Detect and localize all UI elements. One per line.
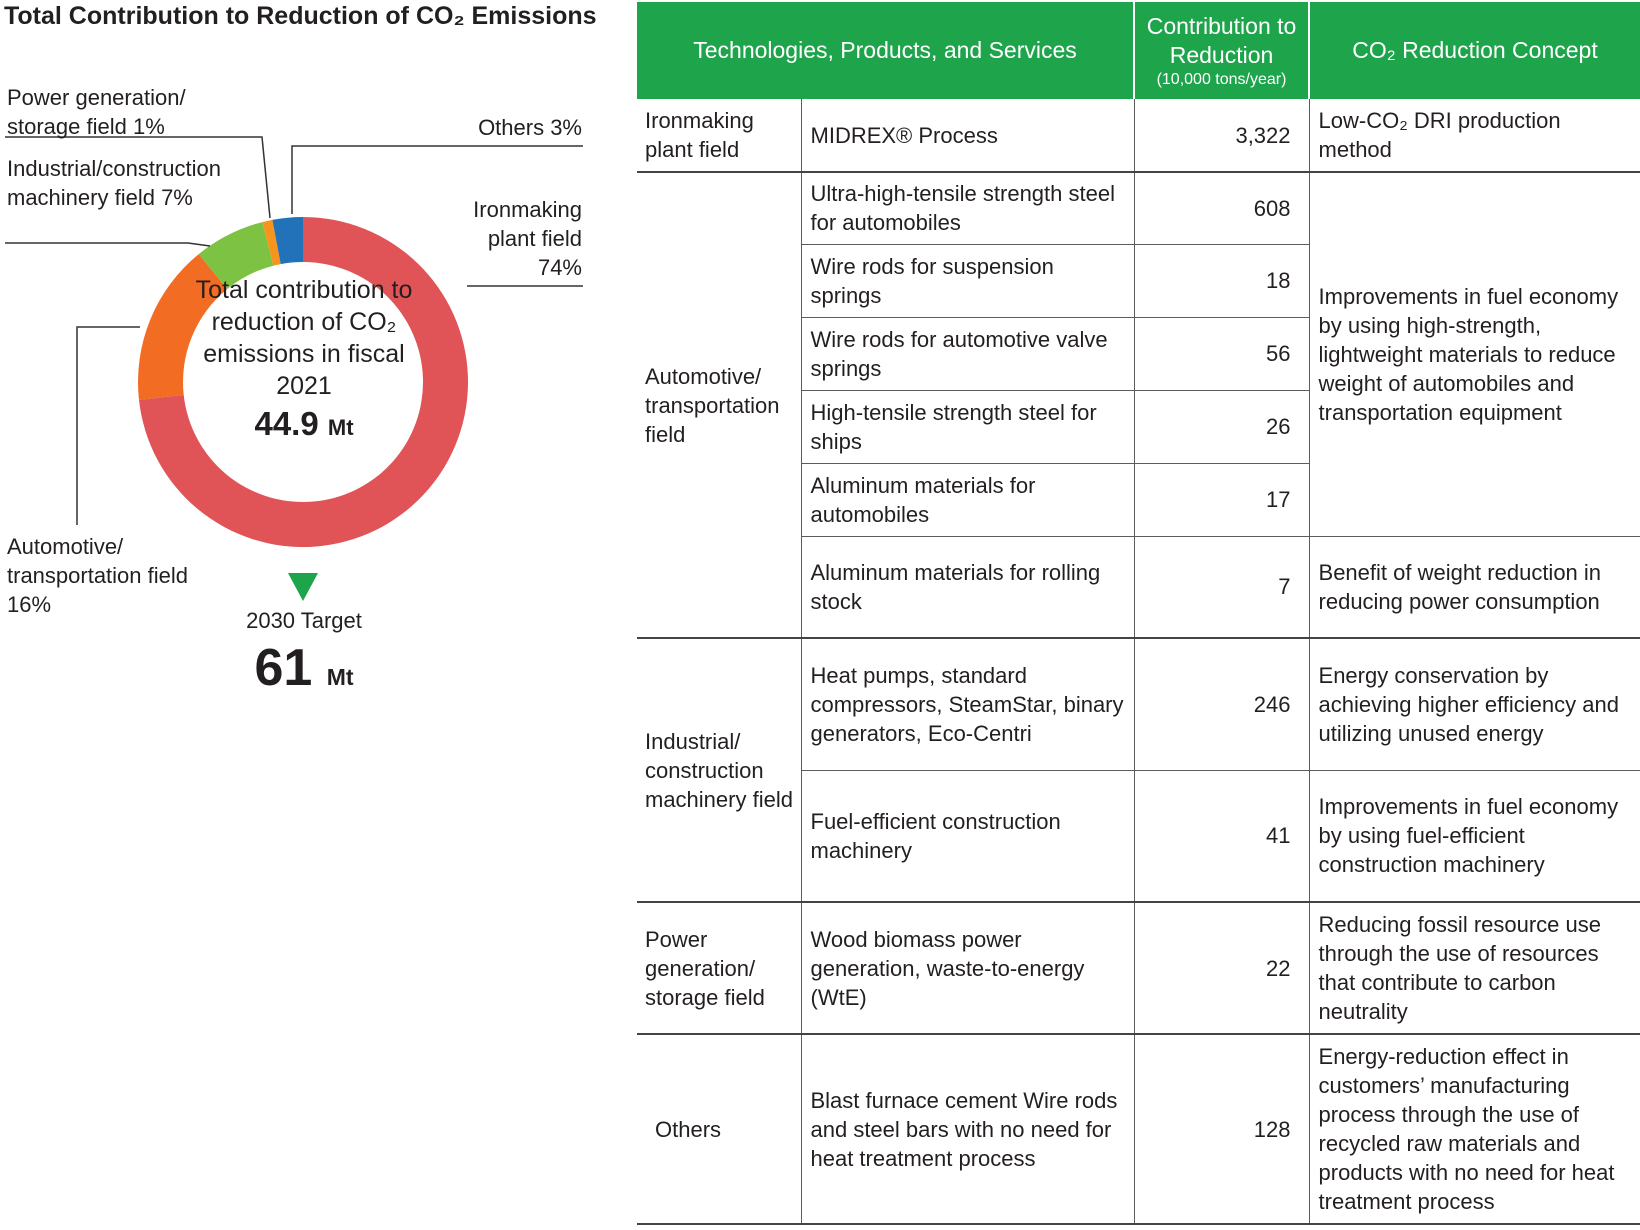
value-cell: 18 (1134, 244, 1310, 318)
value-cell: 7 (1134, 536, 1310, 639)
category-cell: Ironmaking plant field (637, 99, 801, 173)
product-cell: Fuel-efficient construction machinery (800, 770, 1135, 903)
table-row: Wire rods for suspension springs 18 (637, 244, 1640, 318)
chart-title: Total Contribution to Reduction of CO₂ E… (4, 2, 597, 30)
table-row: Ironmaking plant field MIDREX® Process 3… (637, 99, 1640, 173)
product-cell: Wire rods for automotive valve springs (800, 317, 1135, 391)
value-cell: 22 (1134, 902, 1310, 1035)
donut-slice-industrial (198, 222, 274, 290)
product-cell: Aluminum materials for rolling stock (800, 536, 1135, 639)
donut-slice-power (262, 219, 281, 266)
target-label: 2030 Target (246, 608, 362, 633)
table-row: Industrial/ construction machinery field… (637, 638, 1640, 903)
category-cell: Power generation/ storage field (637, 902, 801, 1035)
donut-chart (5, 136, 583, 601)
product-cell: Wire rods for suspension springs (800, 244, 1135, 318)
leader-line-automotive (76, 326, 140, 525)
table-row: Wire rods for automotive valve springs 5… (637, 317, 1640, 391)
reduction-table: Technologies, Products, and Services Con… (637, 2, 1640, 1225)
label-automotive: Automotive/ transportation field 16% (7, 534, 188, 617)
category-cell: Automotive/ transportation field (637, 172, 801, 639)
donut-center-text: Total contribution to reduction of CO₂ e… (195, 276, 413, 400)
category-cell: Others (637, 1034, 801, 1225)
table-row: Power generation/ storage field Wood bio… (637, 902, 1640, 1035)
product-cell: Aluminum materials for automobiles (800, 463, 1135, 537)
concept-cell: Energy conservation by achieving higher … (1309, 638, 1640, 771)
label-ironmaking: Ironmaking plant field 74% (473, 197, 582, 280)
concept-cell: Improvements in fuel economy by using hi… (1309, 172, 1640, 537)
table-row: Aluminum materials for automobiles 17 (637, 463, 1640, 537)
donut-slice-others (272, 217, 303, 265)
leader-line-power (5, 136, 271, 219)
value-cell: 128 (1134, 1034, 1310, 1225)
label-others: Others 3% (478, 115, 582, 140)
donut-center: Total contribution to reduction of CO₂ e… (185, 274, 423, 444)
product-cell: Wood biomass power generation, waste-to-… (800, 902, 1135, 1035)
label-industrial: Industrial/construction machinery field … (7, 156, 221, 210)
value-cell: 41 (1134, 770, 1310, 903)
value-cell: 26 (1134, 390, 1310, 464)
value-cell: 246 (1134, 638, 1310, 771)
table-row: High-tensile strength steel for ships 26 (637, 390, 1640, 464)
product-cell: Ultra-high-tensile strength steel for au… (800, 172, 1135, 245)
concept-cell: Benefit of weight reduction in reducing … (1309, 536, 1640, 639)
label-power: Power generation/ storage field 1% (7, 85, 186, 139)
concept-cell: Energy-reduction effect in customers’ ma… (1309, 1034, 1640, 1225)
donut-slice-automotive (138, 254, 228, 400)
value-cell: 56 (1134, 317, 1310, 391)
target-value: 61 Mt (254, 639, 354, 697)
table-header-row: Technologies, Products, and Services Con… (637, 2, 1640, 99)
product-cell: MIDREX® Process (800, 99, 1135, 173)
product-cell: Blast furnace cement Wire rods and steel… (800, 1034, 1135, 1225)
value-cell: 608 (1134, 172, 1310, 245)
leader-line-others (291, 145, 583, 214)
concept-cell: Low-CO₂ DRI production method (1309, 99, 1640, 173)
concept-cell: Improvements in fuel economy by using fu… (1309, 770, 1640, 903)
header-concept: CO₂ Reduction Concept (1309, 2, 1640, 99)
value-cell: 17 (1134, 463, 1310, 537)
table-row: Others Blast furnace cement Wire rods an… (637, 1034, 1640, 1225)
donut-center-value: 44.9 Mt (254, 405, 354, 442)
product-cell: Heat pumps, standard compressors, SteamS… (800, 638, 1135, 771)
table-row: Automotive/ transportation field Ultra-h… (637, 172, 1640, 639)
product-cell: High-tensile strength steel for ships (800, 390, 1135, 464)
concept-cell: Reducing fossil resource use through the… (1309, 902, 1640, 1035)
category-cell: Industrial/ construction machinery field (637, 638, 801, 903)
table-row: Aluminum materials for rolling stock 7 B… (637, 536, 1640, 639)
value-cell: 3,322 (1134, 99, 1310, 173)
target-arrow (288, 573, 318, 601)
header-contribution: Contribution to Reduction (10,000 tons/ye… (1134, 2, 1311, 99)
header-technologies: Technologies, Products, and Services (637, 2, 1136, 99)
table-row: Fuel-efficient construction machinery 41… (637, 770, 1640, 903)
leader-line-industrial (5, 242, 211, 247)
